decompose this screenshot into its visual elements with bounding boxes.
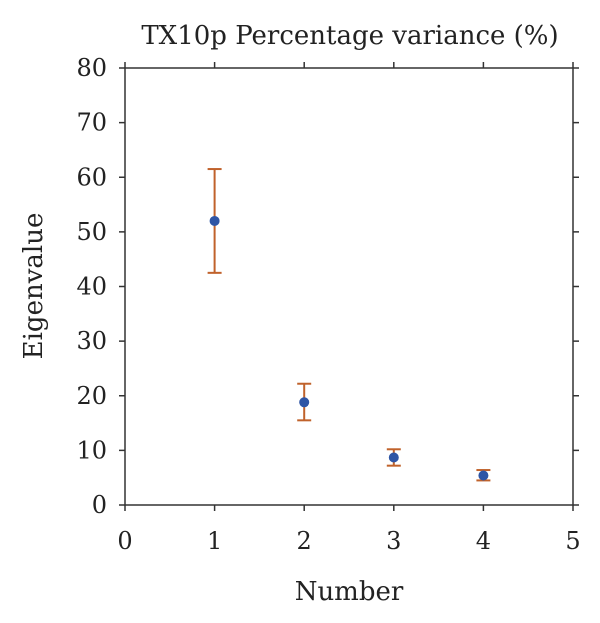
plot-frame [124, 67, 574, 506]
data-point [299, 397, 310, 408]
y-tick-label: 20 [76, 382, 107, 410]
x-tick-label: 0 [117, 527, 132, 555]
data-point [478, 470, 489, 481]
x-tick-label: 3 [386, 527, 401, 555]
y-tick-label: 40 [76, 273, 107, 301]
y-axis-title: Eigenvalue [19, 213, 49, 360]
x-tick-label: 4 [476, 527, 491, 555]
y-tick-label: 80 [76, 54, 107, 82]
y-tick-label: 70 [76, 109, 107, 137]
data-point [388, 452, 399, 463]
y-tick-label: 60 [76, 163, 107, 191]
x-tick-label: 5 [565, 527, 580, 555]
plot-axes [124, 67, 574, 506]
data-points [209, 215, 489, 481]
x-axis-title: Number [295, 577, 404, 607]
x-tick-label: 2 [297, 527, 312, 555]
x-tick-label: 1 [207, 527, 222, 555]
y-tick-label: 50 [76, 218, 107, 246]
data-point [209, 215, 220, 226]
y-tick-label: 30 [76, 327, 107, 355]
y-tick-label: 10 [76, 436, 107, 464]
y-tick-label: 0 [92, 491, 107, 519]
y-tick-labels: 0 10 20 30 40 50 60 70 80 [76, 54, 579, 519]
error-bars [207, 168, 491, 482]
chart-title: TX10p Percentage variance (%) [141, 21, 558, 51]
x-tick-labels: 0 1 2 3 4 5 [117, 62, 581, 555]
